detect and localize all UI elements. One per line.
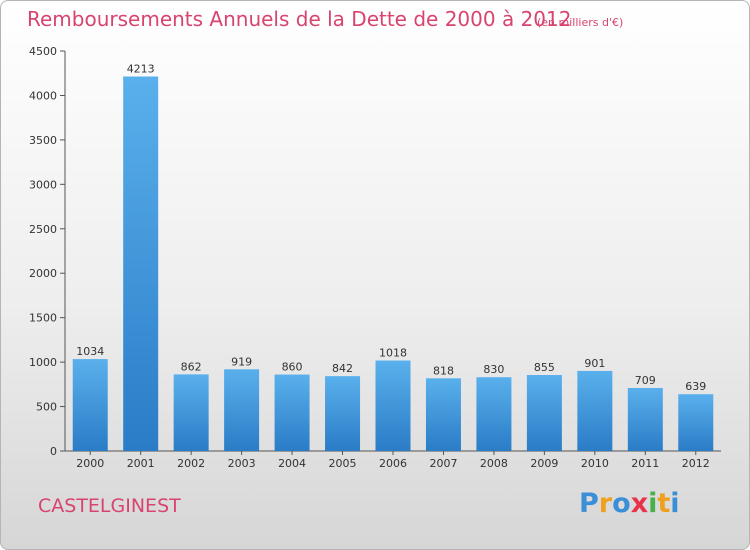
y-tick-label: 1500 — [29, 312, 57, 325]
y-tick-label: 0 — [50, 445, 57, 458]
bar-2001 — [123, 76, 159, 451]
bar-2011 — [627, 387, 663, 451]
y-tick-label: 500 — [36, 401, 57, 414]
y-tick-label: 2000 — [29, 267, 57, 280]
bar-2012 — [678, 394, 714, 451]
data-label-2003: 919 — [231, 355, 252, 368]
data-label-2012: 639 — [685, 380, 706, 393]
proxiti-logo: Proxiti — [579, 488, 680, 519]
data-label-2007: 818 — [433, 364, 454, 377]
data-label-2010: 901 — [584, 357, 605, 370]
data-label-2001: 4213 — [127, 63, 155, 76]
y-tick-label: 3000 — [29, 178, 57, 191]
x-tick-label-2004: 2004 — [278, 457, 306, 470]
x-tick-label-2011: 2011 — [631, 457, 659, 470]
logo-letter: i — [670, 488, 680, 519]
x-tick-label-2012: 2012 — [682, 457, 710, 470]
chart-unit: (en milliers d'€) — [537, 16, 624, 29]
bar-2008 — [476, 377, 512, 451]
x-tick-label-2006: 2006 — [379, 457, 407, 470]
data-label-2009: 855 — [534, 361, 555, 374]
bar-2003 — [224, 369, 260, 451]
logo-letter: x — [630, 488, 649, 519]
y-tick-label: 1000 — [29, 356, 57, 369]
logo-letter: P — [579, 488, 599, 519]
y-tick-label: 4500 — [29, 45, 57, 58]
x-tick-label-2007: 2007 — [429, 457, 457, 470]
x-tick-label-2008: 2008 — [480, 457, 508, 470]
x-tick-label-2005: 2005 — [329, 457, 357, 470]
bar-2007 — [425, 378, 461, 451]
commune-name: CASTELGINEST — [38, 495, 181, 517]
x-tick-label-2009: 2009 — [530, 457, 558, 470]
x-tick-label-2002: 2002 — [177, 457, 205, 470]
bar-2004 — [274, 374, 310, 451]
logo-letter: o — [612, 488, 631, 519]
y-tick-label: 2500 — [29, 223, 57, 236]
x-tick-label-2001: 2001 — [127, 457, 155, 470]
y-tick-label: 4000 — [29, 89, 57, 102]
x-tick-label-2000: 2000 — [76, 457, 104, 470]
data-label-2002: 862 — [181, 360, 202, 373]
bar-2010 — [577, 370, 613, 451]
logo-letter: t — [657, 488, 671, 519]
y-tick-label: 3500 — [29, 134, 57, 147]
chart-title: Remboursements Annuels de la Dette de 20… — [27, 7, 572, 31]
logo-letter: r — [598, 488, 613, 519]
data-label-2008: 830 — [483, 363, 504, 376]
bar-2009 — [526, 375, 562, 451]
bar-2000 — [72, 359, 108, 451]
x-tick-label-2003: 2003 — [228, 457, 256, 470]
logo-letter: i — [648, 488, 658, 519]
data-label-2004: 860 — [282, 361, 303, 374]
bar-2002 — [173, 374, 209, 451]
x-tick-label-2010: 2010 — [581, 457, 609, 470]
data-label-2005: 842 — [332, 362, 353, 375]
bar-2005 — [325, 376, 361, 451]
data-label-2006: 1018 — [379, 347, 407, 360]
data-label-2000: 1034 — [76, 345, 104, 358]
data-label-2011: 709 — [635, 374, 656, 387]
bar-2006 — [375, 360, 411, 451]
